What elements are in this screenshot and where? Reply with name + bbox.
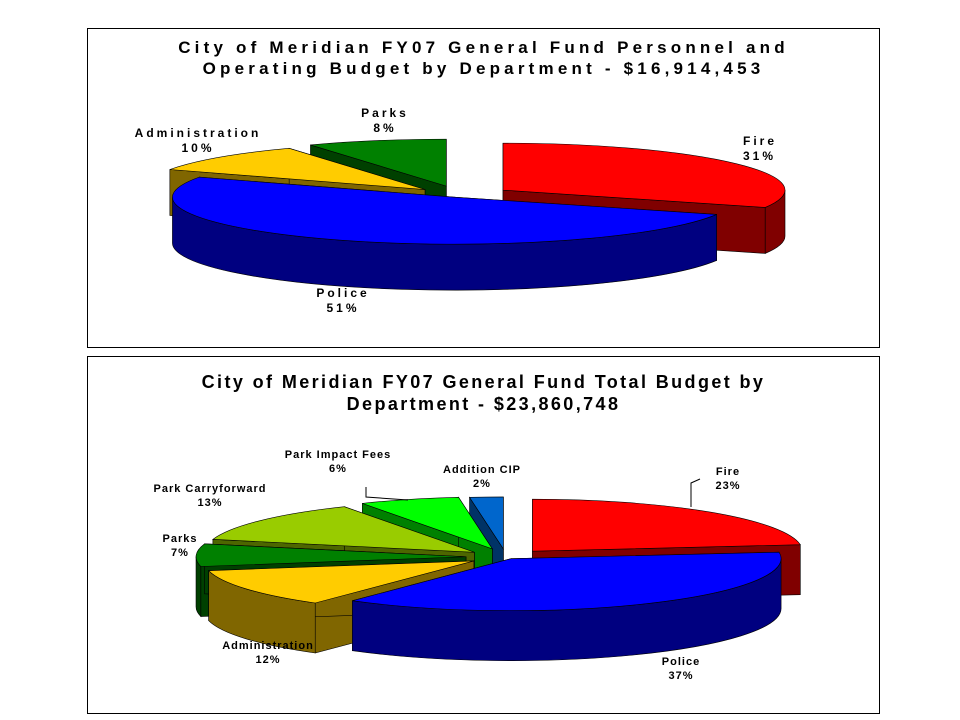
chart-title-line-1: City of Meridian FY07 General Fund Perso… (178, 38, 789, 57)
slice-label-park-carryforward: Park Carryforward 13% (154, 483, 267, 509)
label-leader-line (690, 478, 701, 507)
slice-label-parks: Parks 7% (163, 533, 198, 559)
slice-label-police: Police 51% (316, 286, 369, 315)
slice-label-administration: Administration 12% (222, 640, 314, 666)
chart-title-line-1: City of Meridian FY07 General Fund Total… (201, 372, 766, 392)
pie-slice-top (212, 506, 475, 553)
pie-slice-top (310, 138, 447, 187)
pie-slice-top (352, 551, 782, 611)
pie-slice-police (172, 176, 717, 291)
chart-title: City of Meridian FY07 General Fund Total… (88, 371, 879, 415)
pie-slice-top (362, 497, 494, 550)
pie-slice-top (502, 142, 786, 208)
chart-title-line-2: Department - $23,860,748 (346, 394, 621, 414)
slice-label-fire: Fire 23% (715, 466, 740, 492)
pie-slice-top (172, 176, 717, 245)
chart-title: City of Meridian FY07 General Fund Perso… (88, 37, 879, 79)
label-leader-line (365, 487, 409, 501)
pie-slice-top (195, 543, 467, 567)
pie-slice-top (208, 560, 474, 604)
slice-label-fire: Fire 31% (743, 134, 777, 163)
pie-chart-personnel-operating: Fire 31% Police 51% Administration 10% Parks 8% (135, 106, 786, 315)
chart-panel-total-budget: City of Meridian FY07 General Fund Total… (87, 356, 880, 714)
slice-label-addition-cip: Addition CIP 2% (443, 464, 521, 490)
chart-title-line-2: Operating Budget by Department - $16,914… (202, 59, 765, 78)
slice-label-park-impact-fees: Park Impact Fees 6% (285, 449, 392, 475)
pie-slice-top (468, 496, 504, 550)
pie-chart-total-budget: Fire 23% Police 37% Administration 12% Parks 7%… (154, 449, 801, 682)
slice-label-administration: Administration 10% (135, 126, 262, 155)
slice-label-parks: Parks 8% (361, 106, 409, 135)
pie-slice-top (532, 498, 801, 552)
chart-panel-personnel-operating: City of Meridian FY07 General Fund Perso… (87, 28, 880, 348)
pie-slice-police (352, 551, 782, 661)
pie-slice-top (169, 148, 426, 190)
slice-label-police: Police 37% (662, 656, 700, 682)
